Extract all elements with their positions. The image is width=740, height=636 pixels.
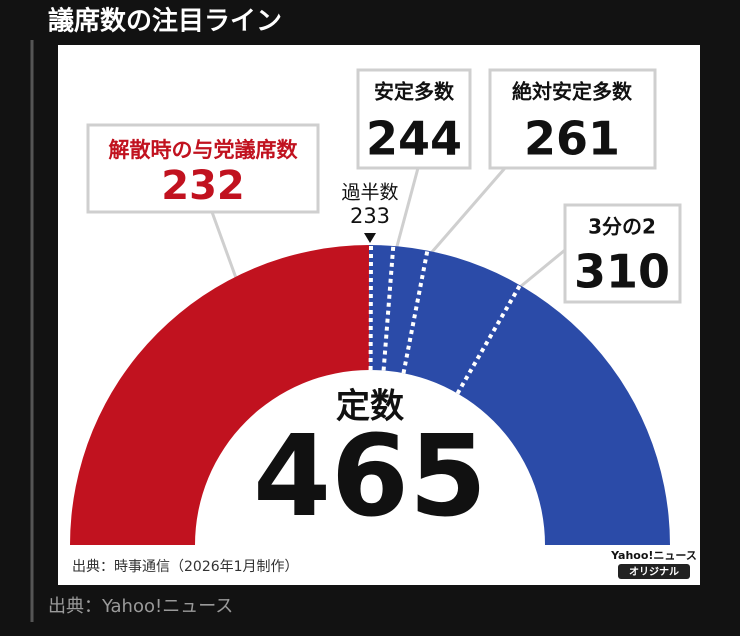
threshold-line	[401, 250, 430, 374]
threshold-value: 244	[366, 112, 462, 166]
connector	[394, 167, 420, 251]
segment-arc	[70, 245, 370, 545]
threshold-label: 絶対安定多数	[512, 80, 633, 104]
pointer	[364, 233, 376, 243]
donut	[70, 244, 671, 545]
threshold-value: 310	[574, 245, 670, 299]
segment-value: 232	[161, 163, 245, 209]
page-title: 議席数の注目ライン	[48, 6, 282, 37]
chart-note: 出典：時事通信（2026年1月制作）	[72, 559, 299, 575]
threshold-value: 233	[350, 204, 390, 228]
callout-box	[563, 203, 682, 304]
brand: Yahoo!ニュース	[610, 549, 697, 562]
source: 出典：Yahoo!ニュース	[48, 596, 233, 617]
threshold-label: 安定多数	[374, 80, 455, 104]
connector	[519, 248, 566, 289]
badge: オリジナル	[629, 566, 679, 578]
threshold-line	[381, 245, 396, 371]
segment-arc	[368, 245, 671, 545]
callout-box	[488, 68, 657, 170]
threshold-label: 過半数	[341, 182, 398, 204]
threshold-line	[455, 284, 522, 395]
total-value: 465	[253, 412, 487, 542]
callout-box	[86, 123, 320, 214]
callout-box	[356, 68, 472, 170]
total-label: 定数	[336, 387, 404, 427]
threshold-value: 261	[524, 112, 620, 166]
segment-label: 解散時の与党議席数	[109, 138, 299, 162]
badge-bg	[618, 564, 690, 579]
connector	[210, 211, 238, 279]
threshold-label: 3分の2	[588, 215, 656, 239]
connector	[430, 167, 507, 253]
